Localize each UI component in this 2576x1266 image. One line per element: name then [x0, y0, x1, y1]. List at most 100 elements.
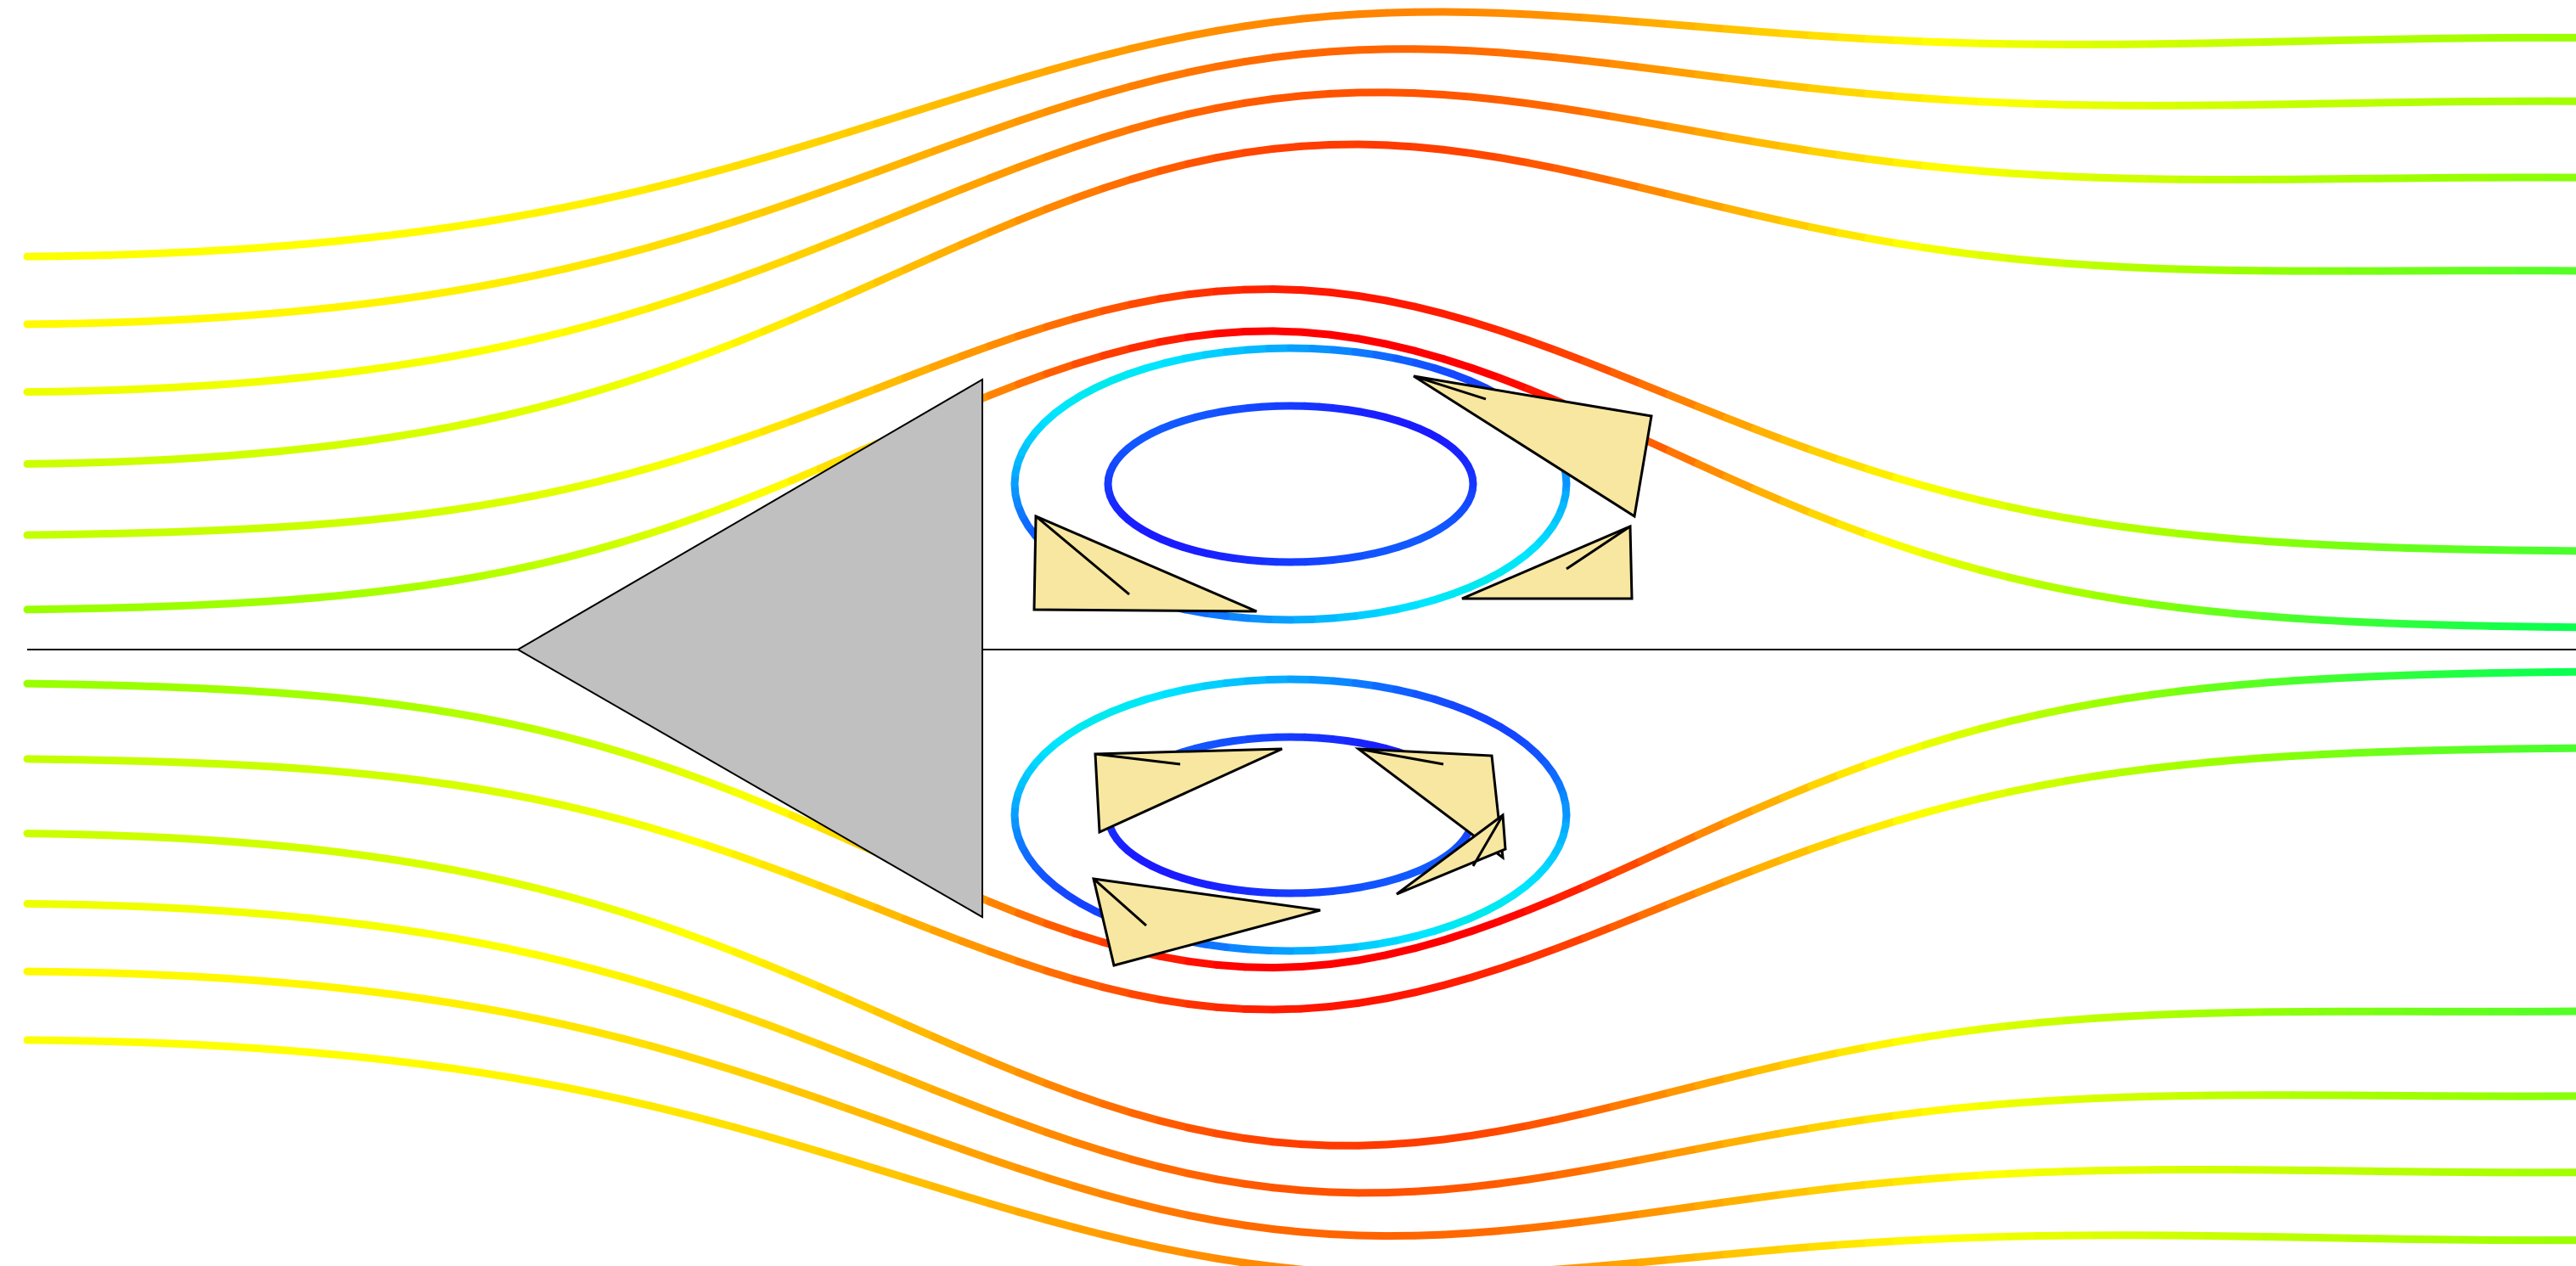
streamline-segment-9-56: [1609, 1156, 1645, 1169]
streamline-segment-2-36: [1043, 143, 1079, 161]
streamline-segment-4-79: [2260, 537, 2297, 547]
streamline-segment-5-76: [2175, 604, 2212, 616]
streamline-segment-2-17: [504, 335, 541, 349]
streamline-segment-0-76: [2175, 39, 2212, 48]
streamline-segment-6-58: [1666, 830, 1702, 852]
streamline-segment-10-14: [419, 994, 456, 1007]
streamline-segment-4-16: [476, 497, 513, 509]
streamline-segment-8-16: [476, 871, 513, 886]
streamline-segment-1-21: [617, 243, 655, 259]
streamline-segment-2-42: [1212, 98, 1249, 112]
streamline-segment-3-55: [1581, 171, 1617, 185]
streamline-segment-7-49: [1410, 982, 1448, 997]
streamline-segment-5-60: [1722, 473, 1759, 493]
streamline-segment-3-21: [617, 369, 655, 387]
streamline-segment-1-44: [1269, 50, 1306, 62]
streamline-segment-3-24: [703, 339, 740, 358]
streamline-segment-0-30: [873, 110, 909, 127]
streamline-segment-4-80: [2288, 538, 2326, 549]
streamline-segment-10-53: [1524, 1221, 1561, 1232]
streamline-segment-2-6: [193, 380, 229, 391]
streamline-segment-8-52: [1495, 1122, 1533, 1135]
streamline-segment-4-25: [731, 427, 768, 446]
streamline-segment-8-73: [2090, 1012, 2127, 1022]
streamline-segment-7-26: [759, 860, 796, 880]
streamline-segment-9-30: [873, 1063, 909, 1083]
streamline-segment-6-12: [363, 696, 400, 709]
streamline-segment-3-30: [873, 265, 909, 286]
streamline-segment-4-1: [51, 530, 88, 539]
streamline-segment-2-26: [759, 254, 796, 273]
streamline-segment-0-60: [1722, 25, 1759, 36]
streamline-segment-6-69: [1977, 717, 2014, 733]
streamline-segment-1-59: [1694, 70, 1730, 82]
streamline-segment-7-48: [1382, 988, 1419, 1003]
streamline-segment-2-54: [1552, 104, 1589, 116]
streamline-segment-11-38: [1100, 1230, 1136, 1246]
streamline-segment-11-25: [731, 1123, 768, 1139]
streamline-segment-8-31: [901, 1020, 937, 1041]
streamline-segment-2-13: [391, 357, 428, 370]
streamline-segment-6-57: [1637, 844, 1674, 865]
streamline-segment-9-41: [1184, 1169, 1221, 1184]
streamline-segment-3-44: [1269, 142, 1306, 153]
streamline-segment-9-70: [2005, 1097, 2042, 1108]
streamline-segment-0-26: [759, 145, 796, 162]
streamline-segment-1-55: [1581, 56, 1617, 68]
streamline-segment-7-80: [2288, 751, 2326, 760]
streamline-segment-3-6: [193, 452, 229, 462]
streamline-segment-0-66: [1892, 37, 1929, 46]
streamline-segment-9-32: [929, 1085, 966, 1105]
streamline-segment-0-51: [1467, 8, 1504, 17]
streamline-segment-1-7: [221, 311, 258, 321]
streamline-segment-7-15: [447, 780, 485, 793]
streamline-segment-9-22: [646, 981, 683, 999]
streamline-segment-7-52: [1495, 954, 1533, 973]
streamline-segment-3-15: [447, 417, 485, 430]
streamline-segment-2-71: [2033, 171, 2071, 181]
streamline-segment-4-26: [759, 417, 796, 436]
streamline-segment-3-25: [731, 327, 768, 347]
streamline-segment-7-46: [1325, 999, 1363, 1011]
streamline-segment-2-27: [788, 243, 824, 262]
streamline-segment-9-67: [1921, 1105, 1957, 1116]
streamline-segment-8-1: [51, 830, 88, 839]
streamline-segment-8-33: [958, 1044, 994, 1066]
streamline-segment-3-36: [1043, 194, 1079, 213]
streamline-segment-2-22: [646, 295, 683, 312]
streamline-segment-10-39: [1128, 1198, 1164, 1213]
streamline-segment-9-29: [844, 1051, 881, 1072]
streamline-segment-5-65: [1864, 531, 1900, 549]
streamline-segment-5-51: [1467, 363, 1504, 382]
streamline-segment-9-50: [1439, 1183, 1476, 1194]
streamline-segment-11-42: [1212, 1254, 1249, 1266]
streamline-segment-1-79: [2260, 100, 2297, 109]
streamline-segment-4-7: [221, 525, 258, 534]
streamline-segment-1-69: [1977, 98, 2014, 107]
streamline-segment-1-31: [901, 147, 937, 166]
streamline-segment-10-15: [447, 999, 485, 1012]
streamline-segment-0-38: [1100, 44, 1136, 59]
streamline-segment-9-49: [1410, 1185, 1448, 1196]
streamline-segment-4-47: [1354, 291, 1391, 305]
streamline-segment-0-41: [1184, 26, 1221, 41]
streamline-segment-4-58: [1666, 391, 1702, 411]
streamline-segment-3-64: [1836, 228, 1872, 243]
streamline-segment-10-54: [1552, 1218, 1589, 1229]
streamline-segment-8-77: [2203, 1008, 2241, 1017]
streamline-segment-8-63: [1807, 1049, 1844, 1063]
streamline-segment-11-80: [2288, 1233, 2326, 1242]
streamline-segment-6-47: [1354, 951, 1391, 965]
streamline-segment-8-71: [2033, 1016, 2071, 1027]
streamline-segment-6-75: [2147, 687, 2184, 699]
streamline-segment-6-80: [2288, 675, 2326, 685]
streamline-segment-5-46: [1325, 330, 1363, 343]
streamline-segment-9-14: [419, 929, 456, 942]
streamline-segment-5-21: [617, 529, 655, 547]
streamline-segment-8-2: [80, 830, 116, 840]
streamline-segment-4-22: [646, 455, 683, 472]
streamline-segment-7-58: [1666, 888, 1702, 908]
streamline-segment-11-61: [1751, 1245, 1787, 1256]
streamline-segment-9-12: [363, 920, 400, 933]
streamline-segment-6-27: [788, 811, 824, 832]
